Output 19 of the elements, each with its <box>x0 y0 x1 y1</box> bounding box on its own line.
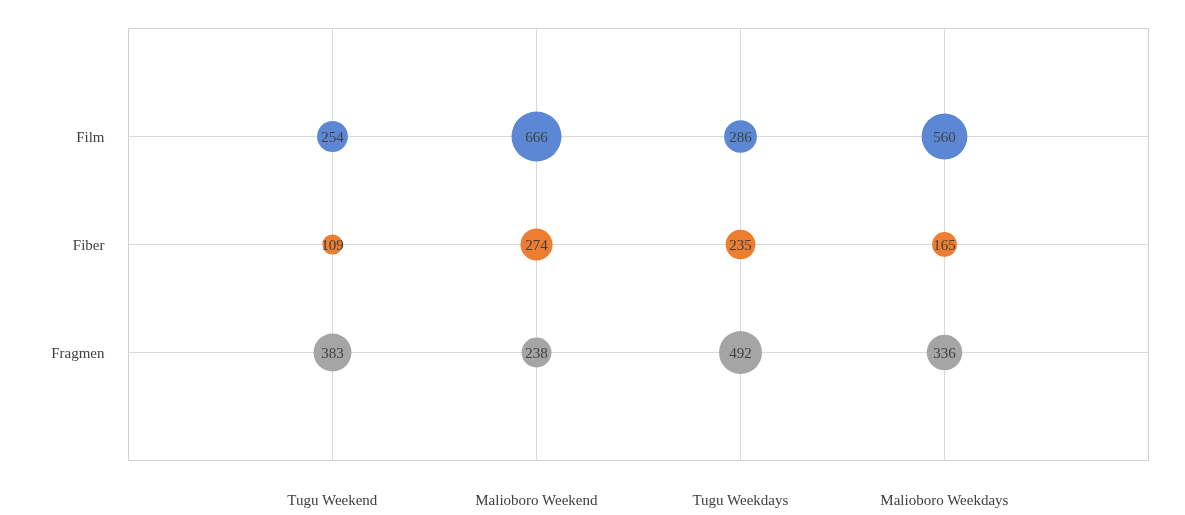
data-label: 235 <box>729 236 752 253</box>
x-tick-label: Tugu Weekend <box>287 491 378 508</box>
data-label: 666 <box>525 128 549 145</box>
data-label: 560 <box>933 128 956 145</box>
data-label: 286 <box>729 128 753 145</box>
data-label: 238 <box>525 344 548 361</box>
y-tick-label: Fragmen <box>51 344 105 361</box>
data-label: 274 <box>525 236 549 253</box>
data-label: 336 <box>933 344 957 361</box>
y-tick-label: Film <box>76 128 105 145</box>
x-tick-label: Malioboro Weekdays <box>880 491 1009 508</box>
data-label: 165 <box>933 236 956 253</box>
data-label: 492 <box>729 344 752 361</box>
data-label: 109 <box>321 236 344 253</box>
y-tick-label: Fiber <box>72 236 105 253</box>
data-label: 254 <box>321 128 345 145</box>
x-tick-label: Tugu Weekdays <box>692 491 789 508</box>
data-label: 383 <box>321 344 344 361</box>
x-tick-label: Malioboro Weekend <box>475 491 598 508</box>
